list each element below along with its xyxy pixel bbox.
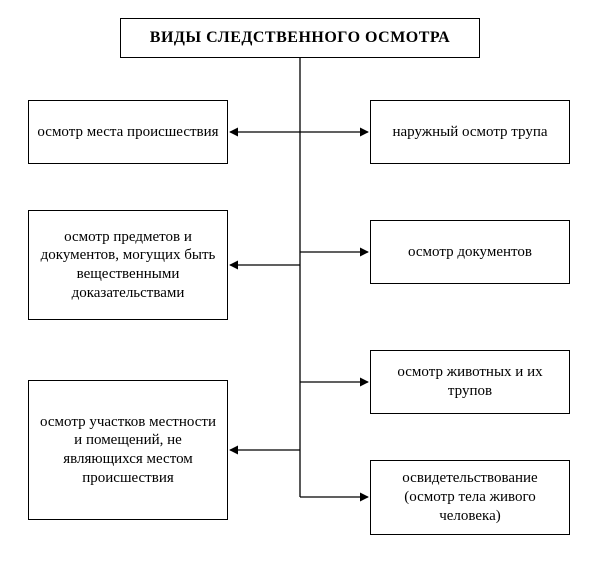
root-node: ВИДЫ СЛЕДСТВЕННОГО ОСМОТРА — [120, 18, 480, 58]
node-R1: наружный осмотр трупа — [370, 100, 570, 164]
root-label: ВИДЫ СЛЕДСТВЕННОГО ОСМОТРА — [150, 28, 450, 48]
flowchart-canvas: ВИДЫ СЛЕДСТВЕННОГО ОСМОТРА осмотр места … — [0, 0, 600, 567]
node-L1-label: осмотр места происшествия — [37, 123, 218, 142]
node-L3-label: осмотр участков местности и помещений, н… — [37, 413, 219, 488]
node-R3-label: осмотр животных и их трупов — [379, 363, 561, 401]
node-R3: осмотр животных и их трупов — [370, 350, 570, 414]
node-R1-label: наружный осмотр трупа — [392, 123, 547, 142]
node-L2: осмотр предметов и документов, могущих б… — [28, 210, 228, 320]
node-R2-label: осмотр документов — [408, 243, 532, 262]
node-R2: осмотр документов — [370, 220, 570, 284]
node-R4: освидетельствование (осмотр тела живого … — [370, 460, 570, 535]
node-R4-label: освидетельствование (осмотр тела живого … — [379, 469, 561, 525]
node-L2-label: осмотр предметов и документов, могущих б… — [37, 228, 219, 303]
node-L3: осмотр участков местности и помещений, н… — [28, 380, 228, 520]
node-L1: осмотр места происшествия — [28, 100, 228, 164]
